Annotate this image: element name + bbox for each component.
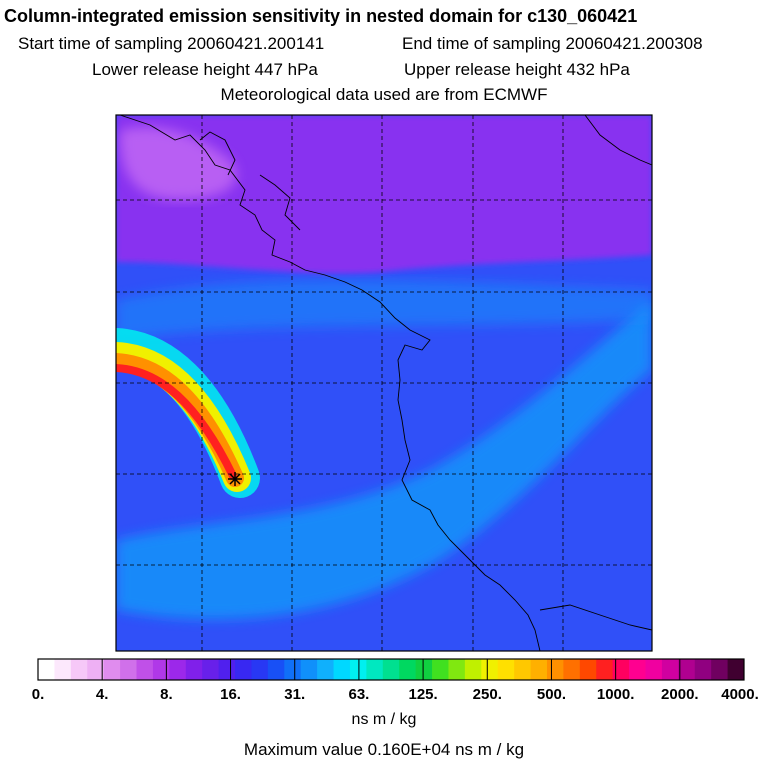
colorbar-cell (333, 659, 351, 680)
light-sensitivity-band (116, 300, 652, 620)
map-field (116, 115, 652, 651)
colorbar-cell (497, 659, 515, 680)
colorbar-cell (612, 659, 630, 680)
colorbar-cell (300, 659, 318, 680)
colorbar-cell (579, 659, 597, 680)
release-point-star (228, 472, 242, 486)
map-frame (115, 114, 653, 652)
maximum-value-label: Maximum value 0.160E+04 ns m / kg (243, 740, 525, 759)
colorbar-cell (54, 659, 72, 680)
colorbar-cell (727, 659, 745, 680)
colorbar-cell (481, 659, 499, 680)
colorbar-cell (432, 659, 449, 680)
colorbar-cell (284, 659, 302, 680)
coastline (119, 115, 652, 651)
lower-release-label: Lower release height 447 hPa (92, 60, 318, 79)
colorbar-label: 1000. (596, 686, 635, 703)
colorbar-cell (136, 659, 154, 680)
colorbar-frame (37, 658, 745, 681)
colorbar-cell (169, 659, 187, 680)
colorbar-cell (251, 659, 269, 680)
colorbar-cell (103, 659, 121, 680)
colorbar-cell (235, 659, 252, 680)
colorbar-cell (563, 659, 581, 680)
colorbar-cell (596, 659, 614, 680)
colorbar-cell (645, 659, 663, 680)
emission-plume (116, 328, 260, 498)
colorbar-cell (218, 659, 236, 680)
colorbar-cell (514, 659, 532, 680)
colorbar-cell (694, 659, 712, 680)
upper-release-label: Upper release height 432 hPa (404, 60, 630, 79)
colorbar-cell (38, 659, 55, 680)
colorbar-label: 4000. (721, 686, 759, 703)
colorbar-label: 500. (536, 686, 567, 703)
colorbar-cell (70, 659, 88, 680)
colorbar-cell (120, 659, 138, 680)
colorbar-cell (152, 659, 170, 680)
colorbar-cell (366, 659, 384, 680)
colorbar-label: 8. (160, 686, 173, 703)
colorbar-label: 250. (472, 686, 502, 703)
colorbar-cell (267, 659, 285, 680)
colorbar-cell (661, 659, 679, 680)
colorbar-label: 63. (348, 686, 370, 703)
lat-lon-grid (116, 115, 652, 651)
colorbar-cell (399, 659, 417, 680)
met-data-label: Meteorological data used are from ECMWF (220, 85, 548, 104)
start-time-label: Start time of sampling 20060421.200141 (18, 34, 325, 53)
colorbar-units: ns m / kg (351, 711, 417, 728)
colorbar-cell (382, 659, 400, 680)
plot-title: Column-integrated emission sensitivity i… (4, 6, 638, 26)
colorbar (38, 659, 745, 680)
colorbar-cell (185, 659, 203, 680)
colorbar-cell (711, 659, 729, 680)
colorbar-cell (464, 659, 482, 680)
colorbar-cell (546, 659, 564, 680)
colorbar-label: 125. (408, 686, 438, 703)
lowest-sensitivity-patch (119, 126, 237, 200)
colorbar-cell (678, 659, 696, 680)
colorbar-cell (530, 659, 548, 680)
mid-sensitivity-band (116, 280, 652, 340)
colorbar-label: 0. (31, 686, 45, 703)
colorbar-label: 2000. (661, 686, 699, 703)
colorbar-cell (448, 659, 466, 680)
colorbar-label: 16. (220, 686, 241, 703)
low-sensitivity-north-region (116, 115, 652, 274)
colorbar-cell (87, 659, 105, 680)
colorbar-label: 4. (95, 686, 109, 703)
colorbar-cell (202, 659, 220, 680)
colorbar-label: 31. (284, 686, 306, 703)
colorbar-cell (317, 659, 335, 680)
colorbar-cell (415, 659, 433, 680)
end-time-label: End time of sampling 20060421.200308 (402, 34, 703, 53)
colorbar-cell (629, 659, 646, 680)
